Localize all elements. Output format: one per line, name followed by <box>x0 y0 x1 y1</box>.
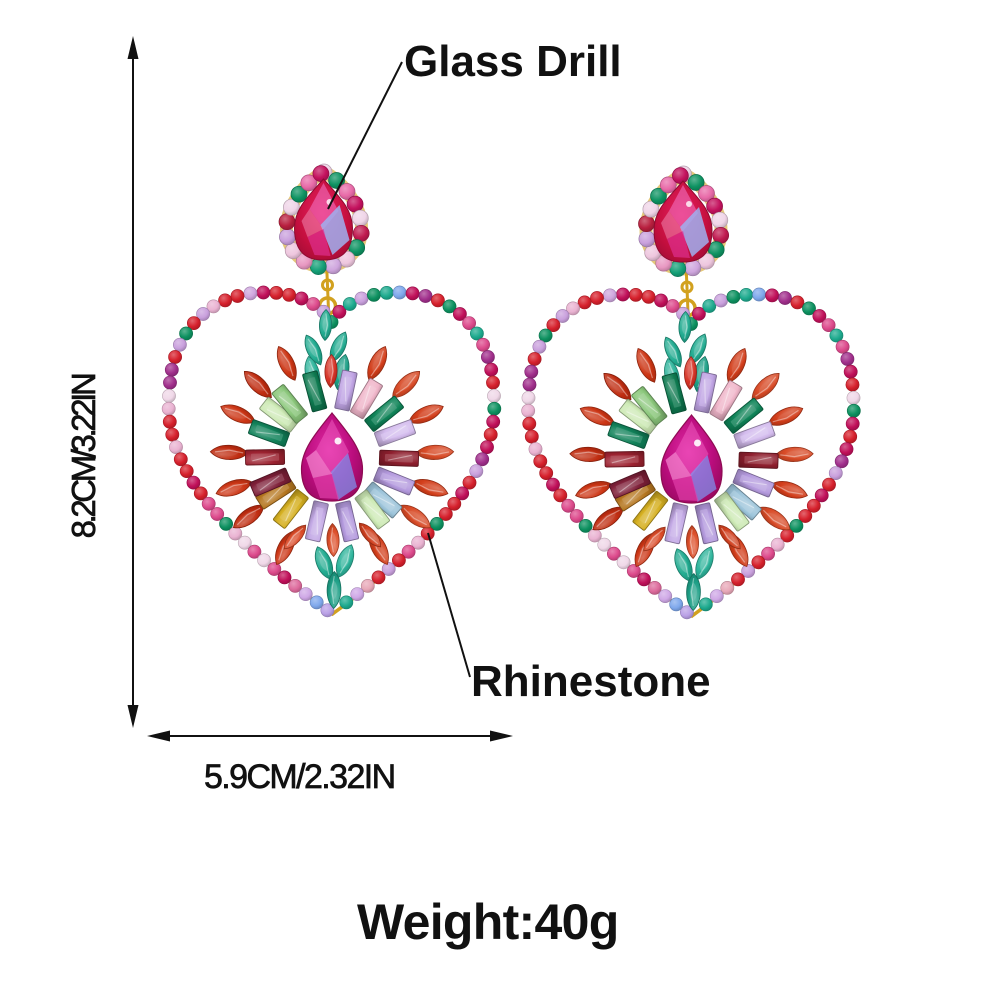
svg-text:8.2CM/3.22IN: 8.2CM/3.22IN <box>65 374 102 538</box>
svg-text:5.9CM/2.32IN: 5.9CM/2.32IN <box>204 758 395 796</box>
svg-text:Rhinestone: Rhinestone <box>471 657 711 706</box>
svg-text:Weight:40g: Weight:40g <box>357 894 619 950</box>
svg-text:Glass Drill: Glass Drill <box>404 37 622 86</box>
